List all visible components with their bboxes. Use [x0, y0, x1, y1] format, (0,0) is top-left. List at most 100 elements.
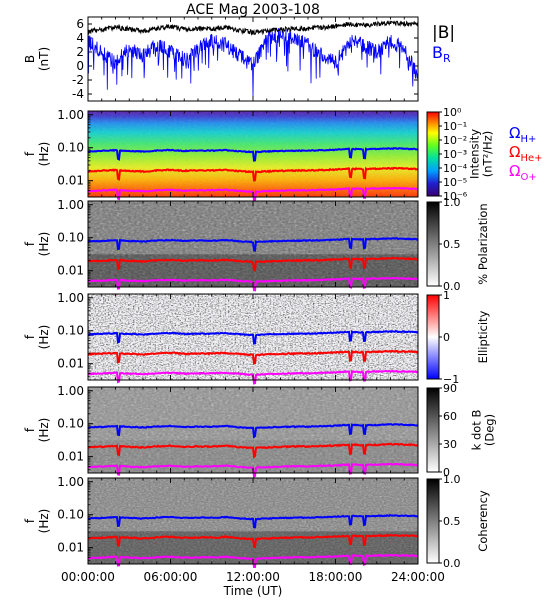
- ylabel-line: (Hz): [37, 509, 51, 534]
- ylabel-line: (Hz): [37, 232, 51, 257]
- legend-br-main: B: [432, 43, 443, 62]
- colorbar: [426, 478, 440, 564]
- colorbar-tick-label: 0: [443, 331, 450, 344]
- x-axis-label: Time (UT): [223, 584, 283, 598]
- omega-h-line: [87, 329, 419, 345]
- xtick-label: 06:00:00: [144, 570, 198, 584]
- colorbar-tick-label: 10⁻⁵: [443, 176, 467, 189]
- omega-he-line: [87, 349, 419, 365]
- panel0-ytick-label: -4: [72, 87, 84, 101]
- figure-title: ACE Mag 2003-108: [186, 2, 320, 18]
- colorbar-tick-label: 30: [443, 438, 457, 451]
- colorbar-label: Intensity (nT²/Hz): [468, 129, 495, 179]
- ylabel-line: (Hz): [37, 142, 51, 167]
- panel0-ytick-label: 0: [76, 59, 84, 73]
- panel0-ytick-label: 4: [76, 31, 84, 45]
- ylabel: f (Hz): [23, 325, 51, 350]
- panel0-ytick-label: 6: [76, 17, 84, 31]
- ylabel-line: f: [23, 334, 37, 339]
- ytick-label: 0.01: [57, 264, 84, 278]
- ylabel: f (Hz): [23, 509, 51, 534]
- ytick-label: 0.10: [57, 231, 84, 245]
- panel-intensity: 1.00 0.10 0.01 f (Hz) 10⁰10⁻¹10⁻²10⁻³10⁻⁴10⁻⁵…: [23, 106, 495, 203]
- colorbar-tick-label: 10⁻¹: [443, 120, 467, 133]
- colorbar-label-line: % Polarization: [476, 203, 490, 284]
- panel-polarization: 1.00 0.10 0.01 f (Hz) 1.0 0.5 0.0 % Polarization: [23, 196, 490, 293]
- xtick-label: 24:00:00: [391, 570, 445, 584]
- legend-omega-he: ΩHe+: [509, 143, 543, 164]
- xtick-label: 18:00:00: [309, 570, 363, 584]
- colorbar-tick-label: 0.0: [443, 280, 461, 293]
- omega-he-line: [87, 256, 419, 272]
- xtick-label: 12:00:00: [226, 570, 280, 584]
- x-axis-ticks: 00:00:00 06:00:00 12:00:00 18:00:00 24:00:00: [61, 17, 445, 584]
- legend-omega-o: ΩO+: [509, 162, 537, 183]
- omega-h-line: [87, 513, 419, 529]
- omega-o-line: [87, 369, 419, 385]
- colorbar-tick-label: 10⁻³: [443, 148, 467, 161]
- panel0-ylabel-line1: B: [23, 55, 37, 63]
- ytick-label: 1.00: [57, 291, 84, 305]
- ylabel: f (Hz): [23, 232, 51, 257]
- colorbar-label: % Polarization: [476, 203, 490, 284]
- spectrogram-panels: 1.000.100.01f (Hz)10⁰10⁻¹10⁻²10⁻³10⁻⁴10⁻⁵…: [23, 106, 497, 570]
- panel0-ylabel: B (nT): [23, 47, 51, 71]
- omega-h-line: [87, 237, 419, 252]
- ytick-label: 1.00: [57, 198, 84, 212]
- colorbar-label-line: Intensity: [468, 129, 482, 179]
- panel-k-dot-b: 1.00 0.10 0.01 f (Hz) 90 60 30 0 k dot B (Deg): [23, 382, 497, 479]
- ytick-label: 1.00: [57, 108, 84, 122]
- colorbar-label-line: Ellipticity: [476, 310, 490, 363]
- series-br-line: [88, 28, 418, 98]
- ytick-label: 0.10: [57, 324, 84, 338]
- colorbar-label: k dot B (Deg): [470, 410, 497, 451]
- colorbar-tick-label: 1.0: [443, 473, 461, 486]
- omega-o-line: [88, 186, 419, 202]
- colorbar-tick-label: 60: [443, 410, 457, 423]
- ytick-label: 0.01: [57, 450, 84, 464]
- legend-omega-h: ΩH+: [509, 124, 536, 145]
- colorbar-label: Ellipticity: [476, 310, 490, 363]
- colorbar-label-line: Coherency: [476, 490, 490, 552]
- ylabel: f (Hz): [23, 142, 51, 167]
- omega-o-line: [87, 553, 419, 569]
- ytick-label: 0.01: [57, 357, 84, 371]
- ytick-label: 0.10: [57, 508, 84, 522]
- ylabel-line: f: [23, 241, 37, 246]
- gyrofrequency-legend: ΩH+ ΩHe+ ΩO+: [509, 124, 543, 183]
- colorbar: [426, 387, 440, 473]
- colorbar-tick-label: 0.5: [443, 515, 461, 528]
- legend-omega-h-main: Ω: [509, 124, 520, 142]
- legend-omega-he-main: Ω: [509, 143, 520, 161]
- legend-omega-o-main: Ω: [509, 162, 520, 180]
- ytick-label: 1.00: [57, 384, 84, 398]
- colorbar-label: Coherency: [476, 490, 490, 552]
- ytick-label: 0.01: [57, 541, 84, 555]
- colorbar: [426, 294, 440, 380]
- omega-o-line: [87, 462, 419, 479]
- ylabel-line: (Hz): [37, 325, 51, 350]
- omega-he-line: [87, 442, 419, 459]
- omega-he-line: [88, 166, 418, 182]
- panel0-ylabel-line2: (nT): [37, 47, 51, 71]
- legend-omega-h-sub: H+: [520, 134, 536, 145]
- ylabel-line: f: [23, 427, 37, 432]
- colorbar-label-line: k dot B: [470, 410, 484, 451]
- omega-h-line: [87, 423, 419, 439]
- xtick-label: 00:00:00: [61, 570, 115, 584]
- colorbar-tick-label: 0: [443, 466, 450, 479]
- colorbar-tick-label: 0.5: [443, 238, 461, 251]
- colorbar: [426, 201, 440, 287]
- ytick-label: 1.00: [57, 475, 84, 489]
- colorbar-tick-label: 10⁻²: [443, 134, 467, 147]
- panel0-ytick-label: 2: [76, 45, 84, 59]
- ytick-label: 0.01: [57, 174, 84, 188]
- panel-ellipticity: 1.00 0.10 0.01 f (Hz) 1 0 −1 Ellipticity: [23, 289, 490, 386]
- colorbar-tick-label: 0.0: [443, 557, 461, 570]
- colorbar-tick-label: 10⁰: [443, 106, 462, 119]
- ylabel-line: f: [23, 518, 37, 523]
- series-btotal-line: [88, 20, 418, 36]
- legend-br: BR: [432, 43, 451, 65]
